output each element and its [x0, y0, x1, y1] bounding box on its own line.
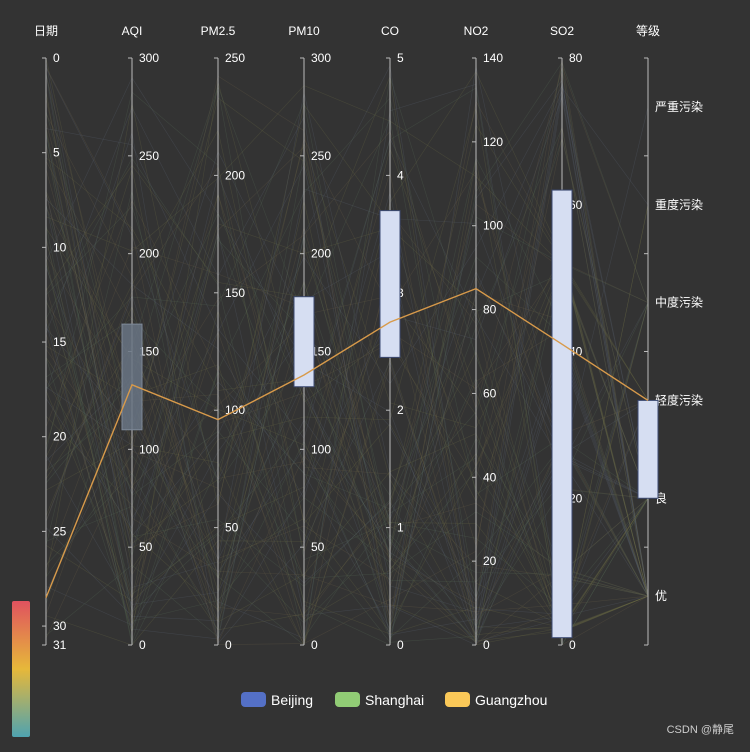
legend-item-Shanghai[interactable]: Shanghai	[335, 692, 424, 708]
tick-label: 30	[53, 619, 67, 633]
tick-label: 重度污染	[655, 197, 703, 212]
legend-swatch[interactable]	[445, 692, 470, 707]
brush-AQI[interactable]	[122, 324, 142, 430]
tick-label: 4	[397, 168, 404, 182]
tick-label: 60	[483, 386, 497, 400]
tick-label: 250	[311, 149, 331, 163]
tick-label: 0	[53, 51, 60, 65]
axis-title: 日期	[34, 24, 58, 38]
tick-label: 50	[139, 540, 153, 554]
visual-map-bar[interactable]	[12, 601, 30, 737]
tick-label: 25	[53, 524, 67, 538]
legend-label[interactable]: Beijing	[271, 692, 313, 708]
tick-label: 120	[483, 135, 503, 149]
tick-label: 2	[397, 403, 404, 417]
tick-label: 优	[655, 589, 667, 603]
tick-label: 轻度污染	[655, 392, 703, 407]
tick-label: 80	[483, 303, 497, 317]
tick-label: 300	[311, 51, 331, 65]
tick-label: 200	[225, 168, 245, 182]
tick-label: 40	[483, 470, 497, 484]
tick-label: 0	[311, 638, 318, 652]
legend: Beijing Shanghai Guangzhou	[241, 692, 547, 708]
axis-title: CO	[381, 24, 399, 38]
tick-label: 中度污染	[655, 295, 703, 310]
tick-label: 200	[311, 247, 331, 261]
axis-title: NO2	[464, 24, 489, 38]
tick-label: 50	[225, 521, 239, 535]
tick-label: 80	[569, 51, 583, 65]
legend-label[interactable]: Guangzhou	[475, 692, 547, 708]
legend-swatch[interactable]	[241, 692, 266, 707]
tick-label: 50	[311, 540, 325, 554]
legend-label[interactable]: Shanghai	[365, 692, 424, 708]
tick-label: 20	[53, 430, 67, 444]
tick-label: 250	[225, 51, 245, 65]
legend-item-Beijing[interactable]: Beijing	[241, 692, 313, 708]
tick-label: 140	[483, 51, 503, 65]
brush-CO[interactable]	[380, 211, 400, 358]
tick-label: 5	[53, 146, 60, 160]
tick-label: 100	[483, 219, 503, 233]
tick-label: 20	[483, 554, 497, 568]
brush-等级[interactable]	[638, 400, 658, 498]
tick-label: 5	[397, 51, 404, 65]
tick-label: 250	[139, 149, 159, 163]
tick-label: 150	[225, 286, 245, 300]
legend-swatch[interactable]	[335, 692, 360, 707]
tick-label: 200	[139, 247, 159, 261]
axis-title: PM10	[288, 24, 320, 38]
axis-title: AQI	[122, 24, 143, 38]
watermark: CSDN @静尾	[667, 721, 734, 737]
brush-PM10[interactable]	[294, 297, 314, 387]
brush-SO2[interactable]	[552, 190, 572, 638]
tick-label: 0	[569, 638, 576, 652]
tick-label: 0	[139, 638, 146, 652]
tick-label: 0	[483, 638, 490, 652]
axis-title: SO2	[550, 24, 574, 38]
tick-label: 0	[397, 638, 404, 652]
tick-label: 10	[53, 240, 67, 254]
tick-label: 1	[397, 521, 404, 535]
tick-label: 100	[311, 442, 331, 456]
tick-label: 300	[139, 51, 159, 65]
tick-label: 0	[225, 638, 232, 652]
tick-label: 100	[139, 442, 159, 456]
axis-title: PM2.5	[201, 24, 236, 38]
tick-label: 15	[53, 335, 67, 349]
tick-label: 严重污染	[655, 99, 703, 114]
axis-title: 等级	[636, 24, 660, 38]
tick-label: 31	[53, 638, 67, 652]
legend-item-Guangzhou[interactable]: Guangzhou	[445, 692, 547, 708]
